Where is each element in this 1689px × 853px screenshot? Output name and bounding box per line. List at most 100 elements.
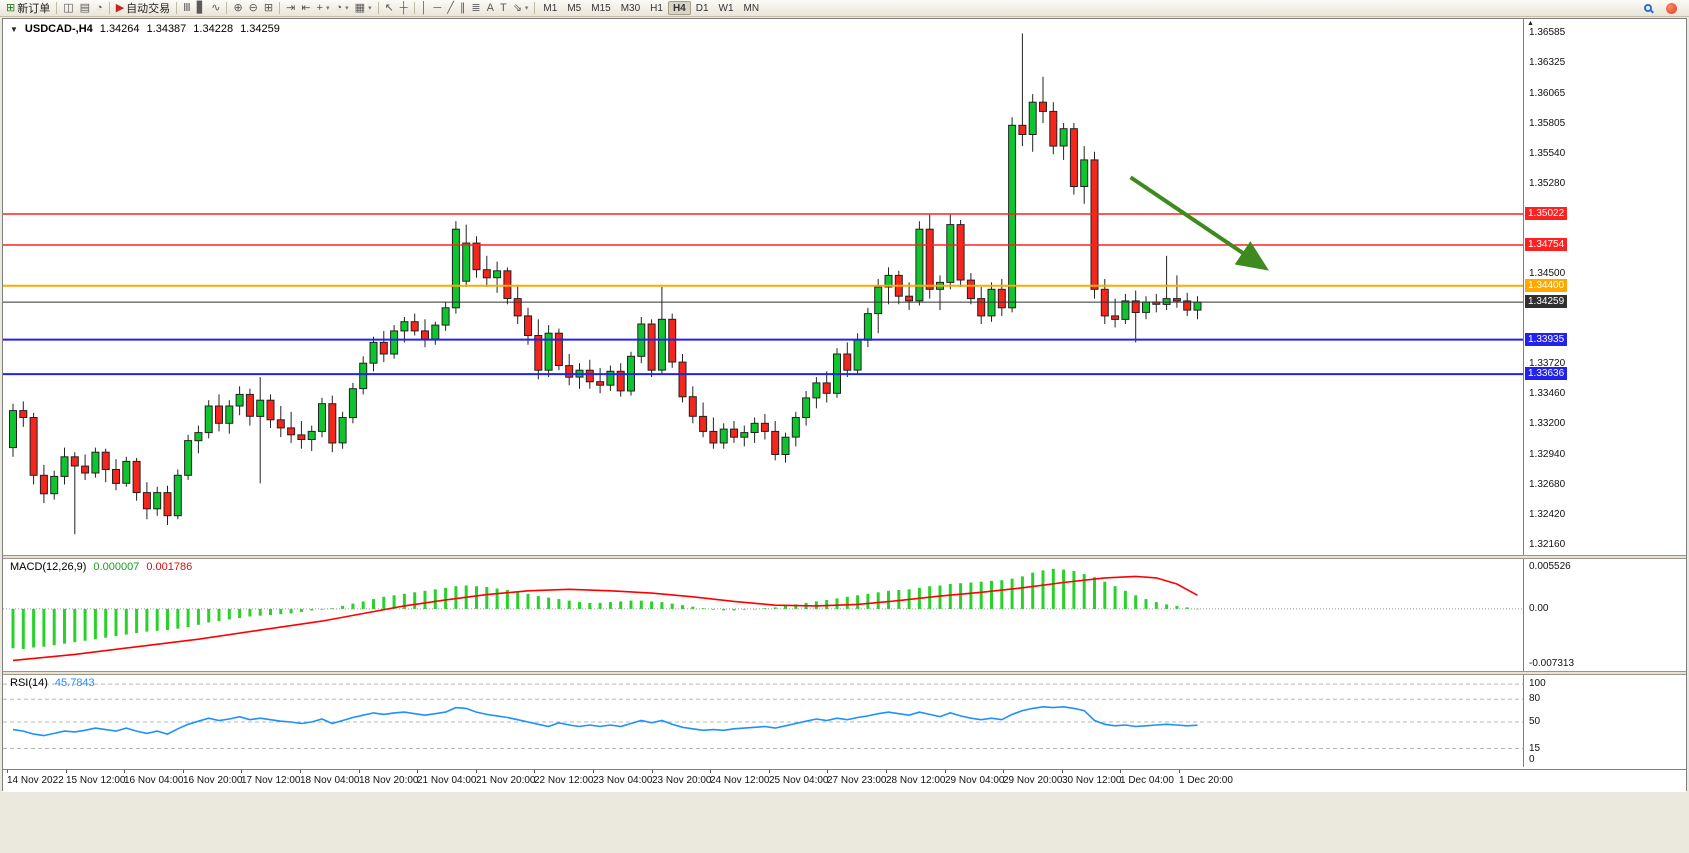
crosshair-icon[interactable]: ┼ [397,1,411,16]
zoom-out-icon-glyph: ⊖ [248,1,258,14]
macd-plot[interactable] [3,559,1523,671]
alerts-icon[interactable]: ◔ [93,1,106,16]
channel-icon-glyph: ∥ [459,1,466,14]
zoom-out-icon[interactable]: ⊖ [246,1,261,16]
price-tick: 1.36585 [1529,27,1566,38]
time-tick [769,770,770,773]
time-tick [945,770,946,773]
line-chart-icon[interactable]: ∿ [208,1,223,16]
dropdown-arrow-icon: ▾ [524,5,529,12]
time-label: 21 Nov 04:00 [417,775,477,786]
cursor-icon[interactable]: ↖ [382,1,397,16]
label-icon[interactable]: T [497,1,510,16]
candle-chart-icon[interactable]: ▋ [194,1,208,16]
timeframe-button-d1[interactable]: D1 [695,3,709,14]
macd-signal-value: 0.001786 [146,561,193,573]
autotrading-button-label: 自动交易 [126,3,171,15]
time-axis[interactable]: 14 Nov 2022 15 Nov 12:00 16 Nov 04:00 16 No… [3,769,1686,792]
timeframe-button-mn[interactable]: MN [743,3,760,14]
candlestick-plot[interactable] [3,19,1523,555]
profiles-icon[interactable]: ▤ [77,1,93,16]
price-badge-1.33935: 1.33935 [1525,333,1568,346]
community-button[interactable] [1663,1,1680,16]
price-axis[interactable]: ▲ 1.36585 1.36325 1.36065 1.35805 1.35540 1.3… [1523,19,1686,767]
time-tick [1179,770,1180,773]
time-label: 16 Nov 04:00 [124,775,184,786]
timeframe-button-m5[interactable]: M5 [567,3,582,14]
time-tick [417,770,418,773]
timeframe-button-h4[interactable]: H4 [667,1,691,15]
price-tick: 1.35280 [1529,178,1566,189]
rsi-axis-tick: 0 [1529,754,1535,765]
price-badge-1.35022: 1.35022 [1525,207,1568,220]
price-tick: 1.33460 [1529,388,1566,399]
time-tick [1062,770,1063,773]
chart-window-icon[interactable]: ◫ [60,1,76,16]
auto-scroll-icon[interactable]: ⇥ [283,1,298,16]
rsi-axis-tick: 50 [1529,716,1541,727]
time-label: 18 Nov 20:00 [359,775,419,786]
time-label: 1 Dec 04:00 [1120,775,1174,786]
rsi-axis-tick: 100 [1529,678,1546,689]
fibonacci-icon[interactable]: ≣ [468,1,483,16]
chart-title: ▼ USDCAD-,H4 1.34264 1.34387 1.34228 1.3… [10,23,280,35]
trendline-icon[interactable]: ╱ [444,1,457,16]
dropdown-arrow-icon: ▾ [325,5,330,12]
new-order-button[interactable]: ⊞ 新订单 [3,1,53,16]
tile-windows-icon[interactable]: ⊞ [261,1,276,16]
timeframe-button-m1[interactable]: M1 [543,3,558,14]
main-chart-panel: ▼ USDCAD-,H4 1.34264 1.34387 1.34228 1.3… [3,19,1686,555]
timeframe-button-w1[interactable]: W1 [718,3,734,14]
price-tick: 1.32160 [1529,539,1566,550]
crosshair-icon-glyph: ┼ [399,1,408,14]
chart-menu-icon[interactable]: ▼ [10,24,18,34]
time-label: 15 Nov 12:00 [66,775,126,786]
panel-splitter-macd[interactable] [3,555,1686,559]
price-tick: 1.36065 [1529,88,1566,99]
time-tick [593,770,594,773]
search-button[interactable] [1641,1,1655,16]
toolbar-separator [413,2,415,14]
new-order-button-glyph: ⊞ [6,1,16,14]
timeframe-button-m15[interactable]: M15 [591,3,611,14]
arrows-icon[interactable]: ⇘ ▾ [510,1,532,16]
macd-label: MACD(12,26,9) 0.000007 0.001786 [10,561,192,573]
timeframe-button-h1[interactable]: H1 [650,3,663,14]
rsi-plot[interactable] [3,675,1523,769]
time-tick [7,770,8,773]
text-icon[interactable]: A [484,1,497,16]
text-icon-glyph: A [486,1,494,14]
time-tick [827,770,828,773]
bar-chart-icon-glyph: Ⅲ [183,1,191,14]
toolbar-separator [108,2,110,14]
horizontal-line-icon[interactable]: ─ [430,1,444,16]
period-icon[interactable]: ◔ ▾ [332,1,351,16]
tile-windows-icon-glyph: ⊞ [263,1,274,14]
label-icon-glyph: T [499,1,507,14]
zoom-in-icon[interactable]: ⊕ [230,1,245,16]
bar-chart-icon[interactable]: Ⅲ [180,1,194,16]
new-chart-icon[interactable]: + ▾ [314,1,333,16]
time-label: 17 Nov 12:00 [241,775,301,786]
time-label: 23 Nov 20:00 [652,775,712,786]
chart-shift-icon-glyph: ⇤ [301,1,311,14]
channel-icon[interactable]: ∥ [457,1,469,16]
axis-scale-marker-icon[interactable]: ▲ [1527,20,1534,27]
panel-splitter-rsi[interactable] [3,671,1686,675]
ohlc-low: 1.34228 [193,23,234,35]
macd-axis-tick: 0.005526 [1529,561,1571,572]
timeframe-button-m30[interactable]: M30 [620,3,641,14]
autotrading-button[interactable]: ▶ 自动交易 [113,1,173,16]
time-label: 21 Nov 20:00 [476,775,536,786]
ohlc-close: 1.34259 [240,23,280,35]
templates-icon[interactable]: ▦ ▾ [352,1,375,16]
time-label: 30 Nov 12:00 [1062,775,1122,786]
price-badge-1.34754: 1.34754 [1525,238,1568,251]
search-icon [1644,4,1652,12]
time-tick [359,770,360,773]
price-badge-1.34259: 1.34259 [1525,295,1568,308]
new-order-button-label: 新订单 [17,3,51,15]
rsi-name: RSI(14) [10,677,48,689]
vertical-line-icon[interactable]: │ [418,1,431,16]
chart-shift-icon[interactable]: ⇤ [298,1,313,16]
